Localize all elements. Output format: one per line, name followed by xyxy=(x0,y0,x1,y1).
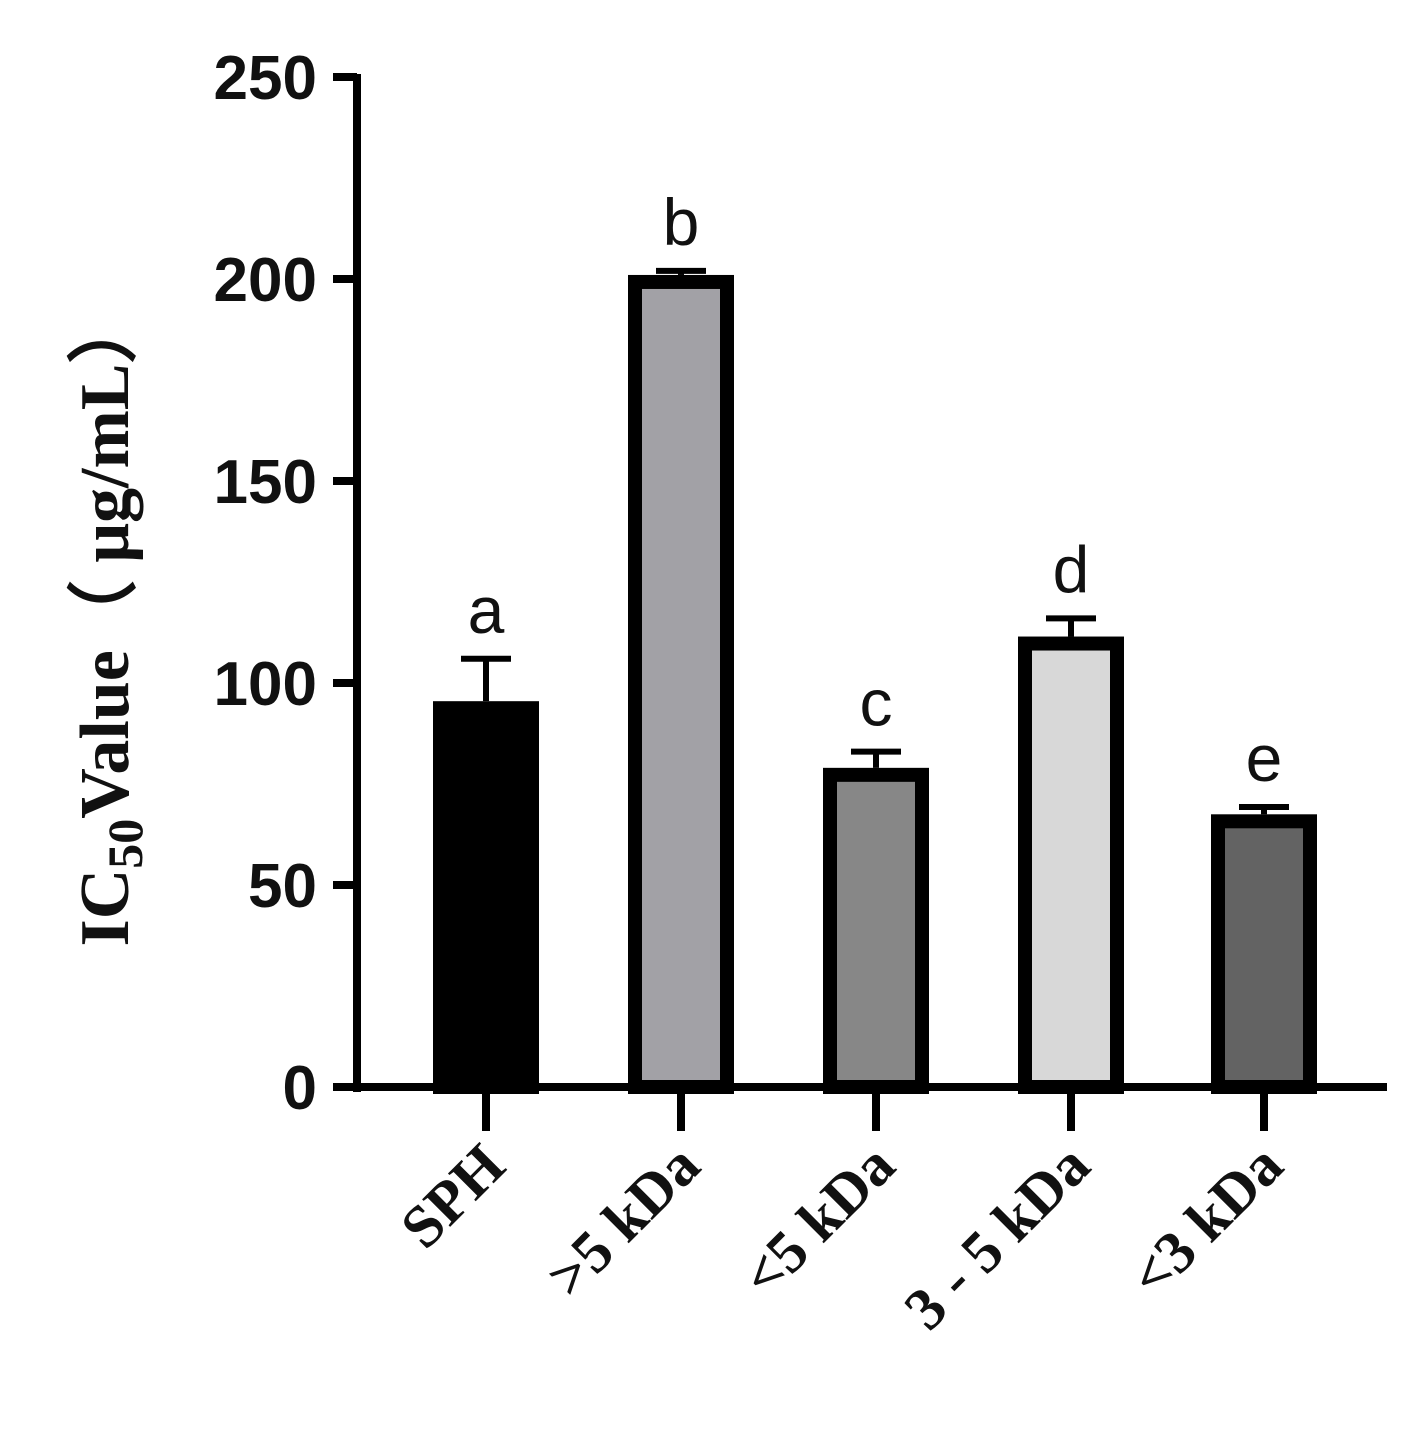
y-tick-label: 150 xyxy=(214,448,317,517)
significance-letter: e xyxy=(1246,721,1283,795)
y-axis-title-subscript: 50 xyxy=(97,819,153,869)
y-axis-title-main: IC xyxy=(67,869,144,947)
error-bars xyxy=(461,267,1289,815)
category-label: ˃5 kDa xyxy=(534,1132,712,1310)
significance-letter: d xyxy=(1053,532,1090,606)
significance-letter: a xyxy=(468,573,505,647)
bars xyxy=(433,274,1317,1095)
category-label: 3 - 5 kDa xyxy=(892,1132,1102,1342)
y-axis-title-rest: Value（ μg/mL） xyxy=(66,293,144,818)
y-axis-title: IC50Value（ μg/mL） xyxy=(66,293,153,946)
category-label: SPH xyxy=(388,1132,517,1261)
y-axis: 0 50 100 150 200 250 xyxy=(214,44,361,1123)
y-tick-label: 50 xyxy=(248,852,317,921)
y-tick-label: 100 xyxy=(214,650,317,719)
y-tick-label: 250 xyxy=(214,44,317,113)
y-tick-label: 200 xyxy=(214,246,317,315)
bar xyxy=(433,701,539,1094)
bar xyxy=(1018,636,1124,1094)
significance-letter: c xyxy=(860,666,893,740)
bar xyxy=(628,274,734,1094)
significance-letters: a b c d e xyxy=(468,185,1283,795)
category-label: ˂5 kDa xyxy=(729,1132,907,1310)
category-label: ˂3 kDa xyxy=(1117,1132,1295,1310)
y-tick-label: 0 xyxy=(283,1054,317,1123)
bar xyxy=(823,767,929,1095)
bar xyxy=(1211,814,1317,1094)
significance-letter: b xyxy=(663,185,700,259)
